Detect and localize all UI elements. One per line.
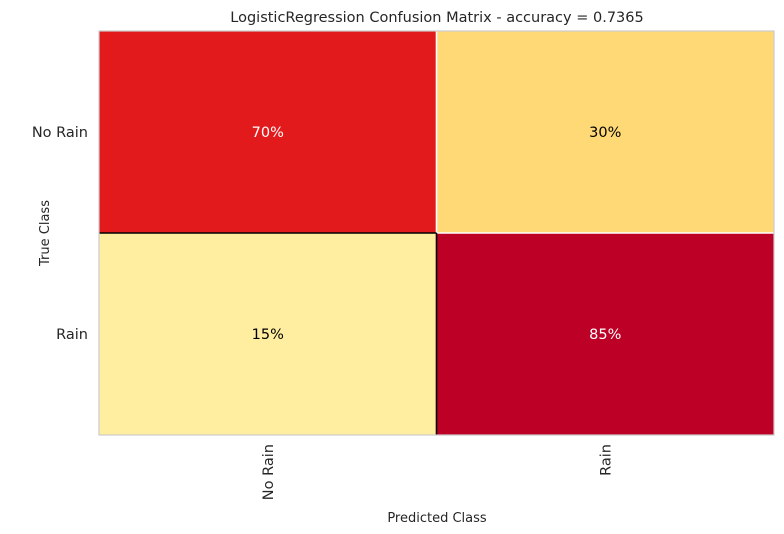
plot-frame	[98, 30, 775, 436]
x-axis-label: Predicted Class	[387, 511, 487, 526]
cell-value-label: 15%	[252, 327, 284, 343]
heatmap-cell-no-rain-no-rain	[99, 31, 437, 233]
cell-dividers	[99, 31, 774, 435]
heatmap-cell-rain-rain	[436, 233, 774, 435]
y-tick-labels: No Rain Rain	[32, 125, 88, 343]
cell-value-label: 85%	[589, 327, 621, 343]
heatmap-cell-no-rain-rain	[436, 31, 774, 233]
cell-value-label: 30%	[589, 125, 621, 141]
chart-title: LogisticRegression Confusion Matrix - ac…	[230, 10, 643, 26]
heatmap-cell-rain-no-rain	[99, 233, 437, 435]
y-axis-label: True Class	[38, 200, 53, 267]
cell-value-label: 70%	[252, 125, 284, 141]
y-tick-label-no-rain: No Rain	[32, 125, 88, 141]
cell-value-labels: 70% 30% 15% 85%	[252, 125, 622, 343]
x-tick-label-rain: Rain	[598, 444, 614, 476]
y-tick-label-rain: Rain	[56, 327, 88, 343]
heatmap-cells	[99, 31, 774, 435]
x-tick-label-no-rain: No Rain	[261, 444, 277, 500]
x-tick-labels: No Rain Rain	[261, 444, 615, 500]
